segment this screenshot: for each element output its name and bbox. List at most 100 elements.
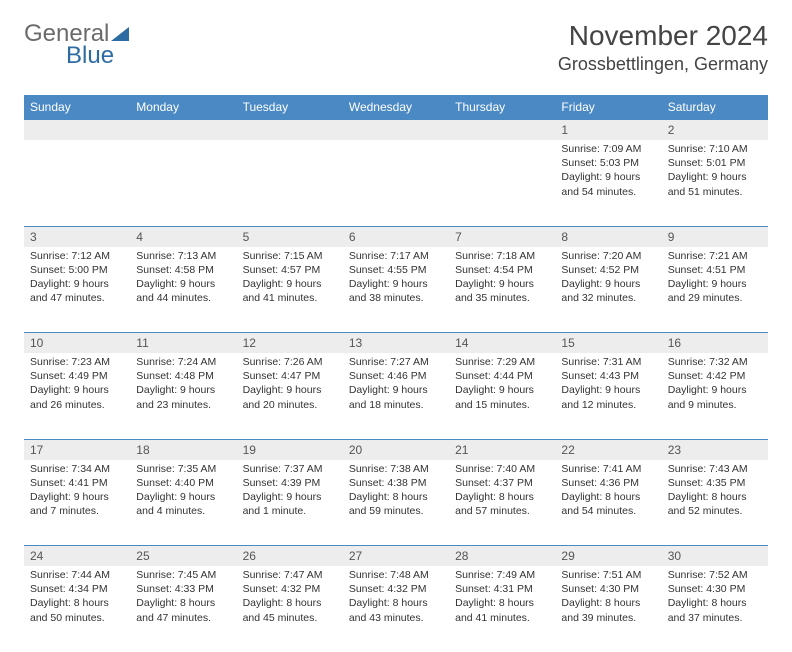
daylight-text-1: Daylight: 9 hours [30,277,124,291]
daylight-text-1: Daylight: 8 hours [561,490,655,504]
day-cell-content: Sunrise: 7:20 AMSunset: 4:52 PMDaylight:… [555,247,661,312]
sunset-text: Sunset: 4:39 PM [243,476,337,490]
sunset-text: Sunset: 5:00 PM [30,263,124,277]
sunrise-text: Sunrise: 7:12 AM [30,249,124,263]
sunrise-text: Sunrise: 7:27 AM [349,355,443,369]
sunset-text: Sunset: 4:52 PM [561,263,655,277]
day-cell-content: Sunrise: 7:13 AMSunset: 4:58 PMDaylight:… [130,247,236,312]
daylight-text-1: Daylight: 9 hours [136,383,230,397]
day-cell: Sunrise: 7:26 AMSunset: 4:47 PMDaylight:… [237,353,343,439]
day-number: 26 [237,546,343,567]
sunset-text: Sunset: 4:43 PM [561,369,655,383]
sunset-text: Sunset: 4:51 PM [668,263,762,277]
sunset-text: Sunset: 4:33 PM [136,582,230,596]
day-cell-content: Sunrise: 7:41 AMSunset: 4:36 PMDaylight:… [555,460,661,525]
day-cell [237,140,343,226]
daylight-text-1: Daylight: 9 hours [668,277,762,291]
daylight-text-1: Daylight: 9 hours [561,170,655,184]
sunset-text: Sunset: 4:54 PM [455,263,549,277]
sunset-text: Sunset: 5:01 PM [668,156,762,170]
day-number: 27 [343,546,449,567]
daylight-text-2: and 47 minutes. [136,611,230,625]
sunrise-text: Sunrise: 7:45 AM [136,568,230,582]
day-number: 11 [130,333,236,354]
day-number: 9 [662,226,768,247]
sunset-text: Sunset: 4:47 PM [243,369,337,383]
sunset-text: Sunset: 4:42 PM [668,369,762,383]
daylight-text-1: Daylight: 9 hours [30,490,124,504]
daylight-text-2: and 26 minutes. [30,398,124,412]
daylight-text-2: and 59 minutes. [349,504,443,518]
day-number: 3 [24,226,130,247]
day-cell-content: Sunrise: 7:23 AMSunset: 4:49 PMDaylight:… [24,353,130,418]
sunset-text: Sunset: 4:30 PM [561,582,655,596]
daylight-text-1: Daylight: 9 hours [349,383,443,397]
sunrise-text: Sunrise: 7:52 AM [668,568,762,582]
day-cell-content: Sunrise: 7:38 AMSunset: 4:38 PMDaylight:… [343,460,449,525]
daylight-text-2: and 51 minutes. [668,185,762,199]
daylight-text-2: and 50 minutes. [30,611,124,625]
day-cell-content: Sunrise: 7:51 AMSunset: 4:30 PMDaylight:… [555,566,661,631]
daylight-text-1: Daylight: 9 hours [349,277,443,291]
day-cell: Sunrise: 7:47 AMSunset: 4:32 PMDaylight:… [237,566,343,652]
daylight-text-1: Daylight: 8 hours [243,596,337,610]
daylight-text-1: Daylight: 9 hours [561,277,655,291]
day-number: 20 [343,439,449,460]
day-cell-content: Sunrise: 7:45 AMSunset: 4:33 PMDaylight:… [130,566,236,631]
sunrise-text: Sunrise: 7:26 AM [243,355,337,369]
daylight-text-1: Daylight: 9 hours [136,277,230,291]
sunset-text: Sunset: 4:55 PM [349,263,443,277]
sunset-text: Sunset: 4:30 PM [668,582,762,596]
daylight-text-2: and 1 minute. [243,504,337,518]
col-tuesday: Tuesday [237,95,343,120]
sunrise-text: Sunrise: 7:34 AM [30,462,124,476]
daylight-text-1: Daylight: 8 hours [136,596,230,610]
sunset-text: Sunset: 4:35 PM [668,476,762,490]
day-number: 30 [662,546,768,567]
daylight-text-1: Daylight: 9 hours [243,490,337,504]
day-cell-content: Sunrise: 7:35 AMSunset: 4:40 PMDaylight:… [130,460,236,525]
day-cell: Sunrise: 7:48 AMSunset: 4:32 PMDaylight:… [343,566,449,652]
day-number: 6 [343,226,449,247]
sunrise-text: Sunrise: 7:31 AM [561,355,655,369]
day-cell: Sunrise: 7:49 AMSunset: 4:31 PMDaylight:… [449,566,555,652]
daylight-text-2: and 41 minutes. [455,611,549,625]
day-number [449,120,555,141]
day-number: 14 [449,333,555,354]
sunrise-text: Sunrise: 7:43 AM [668,462,762,476]
day-cell-content: Sunrise: 7:49 AMSunset: 4:31 PMDaylight:… [449,566,555,631]
sunset-text: Sunset: 4:49 PM [30,369,124,383]
day-cell: Sunrise: 7:34 AMSunset: 4:41 PMDaylight:… [24,460,130,546]
col-thursday: Thursday [449,95,555,120]
daylight-text-1: Daylight: 9 hours [561,383,655,397]
daylight-text-2: and 37 minutes. [668,611,762,625]
location: Grossbettlingen, Germany [558,54,768,75]
day-cell: Sunrise: 7:23 AMSunset: 4:49 PMDaylight:… [24,353,130,439]
daylight-text-2: and 32 minutes. [561,291,655,305]
day-cell: Sunrise: 7:38 AMSunset: 4:38 PMDaylight:… [343,460,449,546]
day-cell-content: Sunrise: 7:34 AMSunset: 4:41 PMDaylight:… [24,460,130,525]
daynum-row: 10111213141516 [24,333,768,354]
daylight-text-2: and 39 minutes. [561,611,655,625]
daylight-text-1: Daylight: 9 hours [136,490,230,504]
sunrise-text: Sunrise: 7:09 AM [561,142,655,156]
daylight-text-1: Daylight: 8 hours [561,596,655,610]
day-number: 28 [449,546,555,567]
day-number [237,120,343,141]
sunset-text: Sunset: 4:48 PM [136,369,230,383]
day-number: 10 [24,333,130,354]
daylight-text-1: Daylight: 8 hours [30,596,124,610]
sunrise-text: Sunrise: 7:51 AM [561,568,655,582]
daylight-text-2: and 9 minutes. [668,398,762,412]
sunset-text: Sunset: 4:38 PM [349,476,443,490]
daylight-text-2: and 29 minutes. [668,291,762,305]
day-content-row: Sunrise: 7:44 AMSunset: 4:34 PMDaylight:… [24,566,768,652]
daylight-text-2: and 35 minutes. [455,291,549,305]
day-cell: Sunrise: 7:15 AMSunset: 4:57 PMDaylight:… [237,247,343,333]
daylight-text-2: and 38 minutes. [349,291,443,305]
sunrise-text: Sunrise: 7:32 AM [668,355,762,369]
sunrise-text: Sunrise: 7:35 AM [136,462,230,476]
sunrise-text: Sunrise: 7:15 AM [243,249,337,263]
sunset-text: Sunset: 4:37 PM [455,476,549,490]
daylight-text-2: and 43 minutes. [349,611,443,625]
